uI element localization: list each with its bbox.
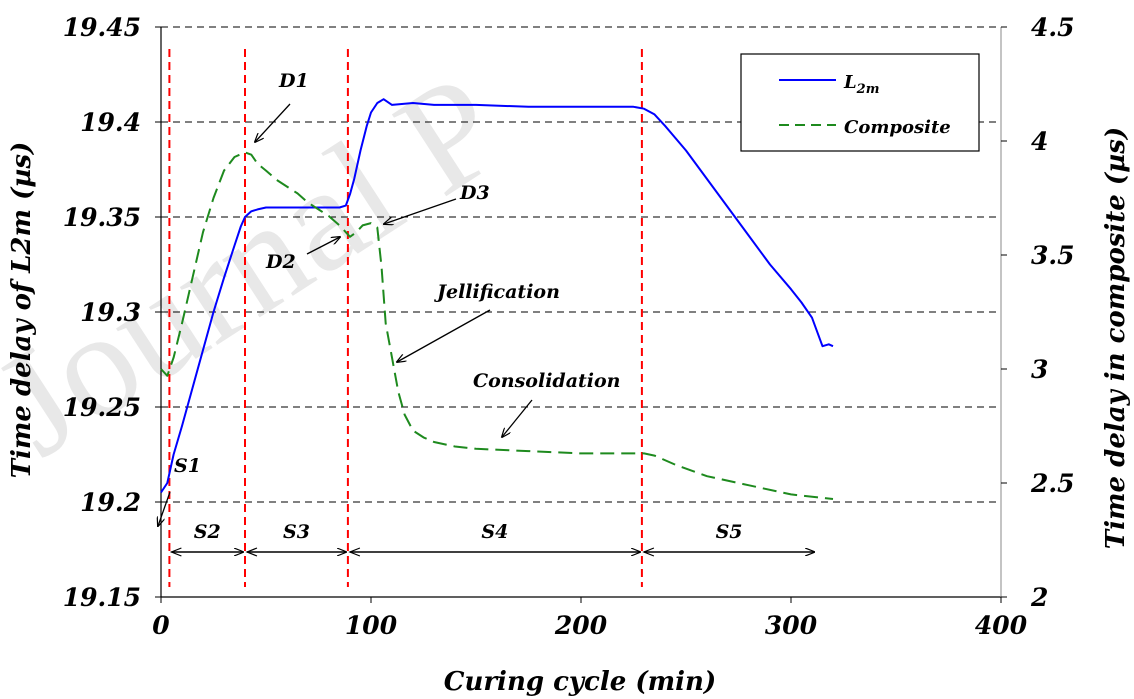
annotation-arrow xyxy=(306,237,340,255)
stage-arrow-start-head xyxy=(348,547,361,557)
annotation-arrow xyxy=(255,103,291,142)
stage-label: S4 xyxy=(481,521,508,543)
stage-label: S3 xyxy=(283,521,310,543)
stage-label: S2 xyxy=(194,521,221,543)
annotation-label: Jellification xyxy=(434,281,560,303)
annotation-arrow xyxy=(502,399,533,437)
stage-boundaries xyxy=(168,49,643,587)
x-tick-label: 0 xyxy=(152,611,170,640)
legend: L2m Composite xyxy=(740,53,980,152)
y-left-tick-label: 19.4 xyxy=(80,108,141,137)
y-left-tick-label: 19.3 xyxy=(80,298,141,327)
y-left-tick-label: 19.35 xyxy=(63,203,141,232)
series-l2m-line xyxy=(160,98,834,494)
legend-label: Composite xyxy=(844,117,951,138)
annotation-label: D2 xyxy=(265,251,296,273)
stage-arrow-start-head xyxy=(642,547,655,557)
annotation-arrow xyxy=(384,198,457,224)
annotation-arrow xyxy=(158,491,171,526)
stage-arrow-start-head xyxy=(245,547,258,557)
y-right-tick-label: 3.5 xyxy=(1031,241,1075,270)
x-tick-label: 200 xyxy=(554,611,608,640)
annotation-label: D3 xyxy=(459,182,490,204)
y-right-tick-label: 2.5 xyxy=(1030,469,1075,498)
annotations: S1 D1 D2 D3 Jellification Consolidation xyxy=(158,70,621,526)
stage-arrows: S2 S3 S4 S5 xyxy=(169,521,814,557)
x-tick-label: 300 xyxy=(765,611,818,640)
y-left-tick-label: 19.45 xyxy=(63,13,141,42)
annotation-label: Consolidation xyxy=(473,370,621,392)
y-left-tick-label: 19.15 xyxy=(63,583,141,612)
annotation-arrow xyxy=(397,309,491,362)
x-tick-label: 100 xyxy=(345,611,398,640)
y-right-tick-label: 2 xyxy=(1030,583,1048,612)
y-axis-right-title: Time delay in composite (µs) xyxy=(1101,127,1131,549)
y-right-tick-label: 3 xyxy=(1031,355,1048,384)
series-composite-line xyxy=(160,151,834,500)
annotation-label: S1 xyxy=(174,455,201,477)
stage-label: S5 xyxy=(716,521,743,543)
legend-label-subscript: 2m xyxy=(856,82,880,97)
x-axis-title: Curing cycle (min) xyxy=(444,667,716,697)
y-left-tick-label: 19.2 xyxy=(80,488,141,517)
legend-box xyxy=(740,53,980,152)
y-right-tick-label: 4 xyxy=(1031,127,1048,156)
y-left-tick-label: 19.25 xyxy=(63,393,141,422)
y-right-tick-label: 4.5 xyxy=(1031,13,1075,42)
axes: 0 100 200 300 400 19.15 19.2 19.25 19.3 19.35 19.4… xyxy=(63,13,1075,640)
y-axis-left-title: Time delay of L2m (µs) xyxy=(7,142,37,479)
legend-label: L2m xyxy=(843,72,879,97)
x-tick-label: 400 xyxy=(975,611,1028,640)
annotation-label: D1 xyxy=(278,70,309,92)
stage-arrow-start-head xyxy=(169,547,182,557)
series-layer xyxy=(160,98,834,500)
